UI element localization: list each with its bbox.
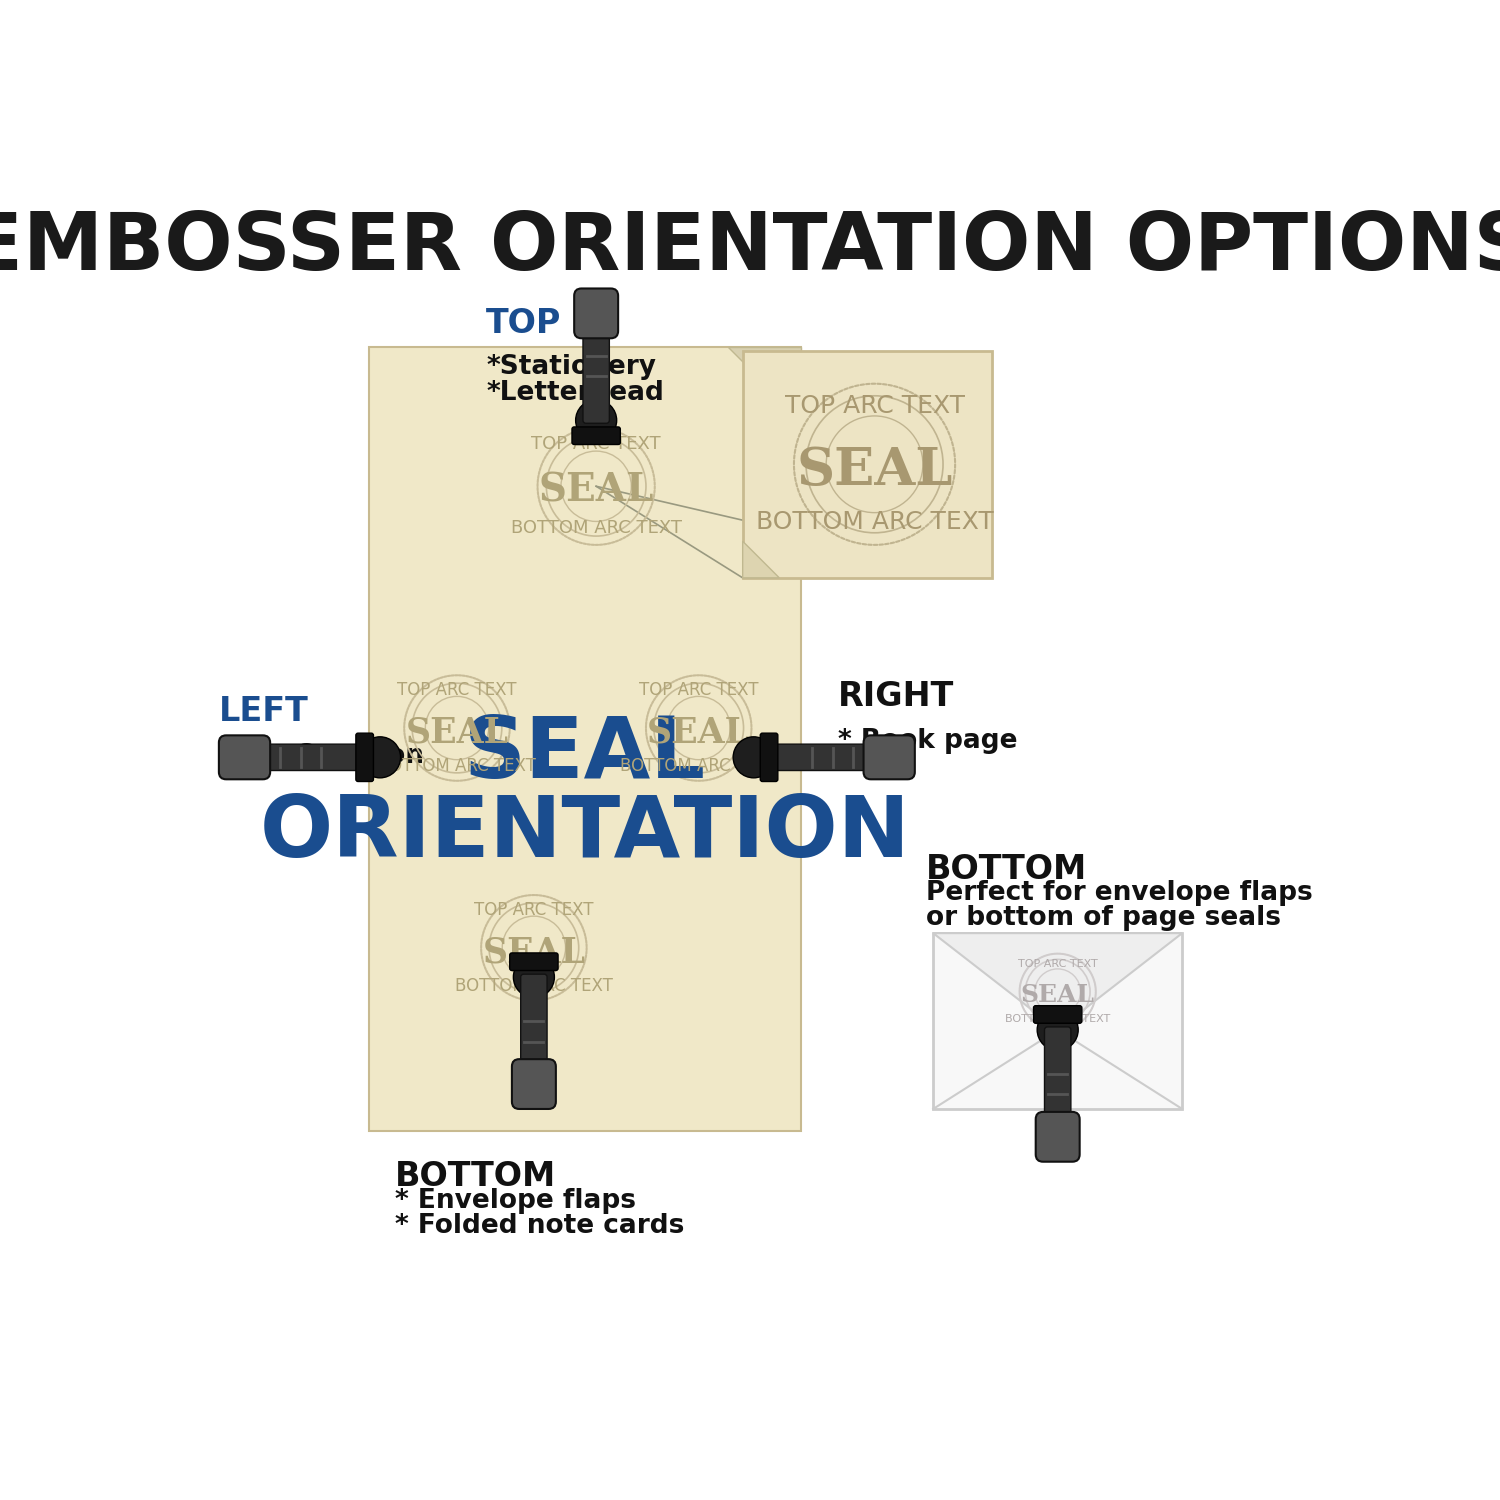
Text: * Envelope flaps: * Envelope flaps xyxy=(394,1188,636,1214)
Circle shape xyxy=(576,400,616,441)
FancyBboxPatch shape xyxy=(864,735,915,780)
FancyBboxPatch shape xyxy=(219,735,270,780)
Text: TOP ARC TEXT: TOP ARC TEXT xyxy=(398,681,516,699)
Text: SEAL: SEAL xyxy=(1020,982,1095,1006)
Text: BOTTOM ARC TEXT: BOTTOM ARC TEXT xyxy=(756,510,993,534)
Text: SEAL: SEAL xyxy=(464,712,706,797)
Text: *Letterhead: *Letterhead xyxy=(486,380,664,406)
Circle shape xyxy=(734,736,774,778)
FancyBboxPatch shape xyxy=(520,974,548,1076)
Text: TOP ARC TEXT: TOP ARC TEXT xyxy=(639,681,759,699)
FancyBboxPatch shape xyxy=(1044,1028,1071,1128)
FancyBboxPatch shape xyxy=(369,346,801,1131)
Text: SEAL: SEAL xyxy=(538,472,654,510)
FancyBboxPatch shape xyxy=(510,952,558,970)
FancyBboxPatch shape xyxy=(356,734,374,782)
FancyBboxPatch shape xyxy=(574,288,618,339)
FancyBboxPatch shape xyxy=(760,734,778,782)
FancyBboxPatch shape xyxy=(256,744,364,771)
FancyBboxPatch shape xyxy=(770,744,877,771)
Circle shape xyxy=(1036,1010,1078,1050)
Text: * Book page: * Book page xyxy=(839,728,1017,754)
Circle shape xyxy=(360,736,401,778)
Text: or bottom of page seals: or bottom of page seals xyxy=(926,906,1281,932)
Text: Perfect for envelope flaps: Perfect for envelope flaps xyxy=(926,880,1312,906)
FancyBboxPatch shape xyxy=(584,322,609,423)
FancyBboxPatch shape xyxy=(933,933,1182,1108)
Text: EMBOSSER ORIENTATION OPTIONS: EMBOSSER ORIENTATION OPTIONS xyxy=(0,209,1500,286)
FancyBboxPatch shape xyxy=(1035,1112,1080,1161)
Text: BOTTOM ARC TEXT: BOTTOM ARC TEXT xyxy=(1005,1014,1110,1025)
Text: TOP: TOP xyxy=(486,308,561,340)
Circle shape xyxy=(513,957,555,998)
Text: SEAL: SEAL xyxy=(483,934,585,969)
FancyBboxPatch shape xyxy=(1034,1005,1082,1023)
Text: RIGHT: RIGHT xyxy=(839,681,954,714)
Text: SEAL: SEAL xyxy=(405,716,508,748)
Text: TOP ARC TEXT: TOP ARC TEXT xyxy=(1019,960,1098,969)
Text: TOP ARC TEXT: TOP ARC TEXT xyxy=(531,435,662,453)
Text: TOP ARC TEXT: TOP ARC TEXT xyxy=(784,394,964,418)
Text: * Folded note cards: * Folded note cards xyxy=(394,1214,684,1239)
Text: SEAL: SEAL xyxy=(796,446,952,497)
Text: *Not Common: *Not Common xyxy=(219,742,424,768)
Text: ORIENTATION: ORIENTATION xyxy=(260,792,910,874)
Text: SEAL: SEAL xyxy=(646,716,750,748)
Text: BOTTOM ARC TEXT: BOTTOM ARC TEXT xyxy=(454,976,614,994)
Polygon shape xyxy=(728,346,801,420)
FancyBboxPatch shape xyxy=(742,351,992,578)
Polygon shape xyxy=(933,933,1182,1030)
Polygon shape xyxy=(742,542,780,578)
Text: TOP ARC TEXT: TOP ARC TEXT xyxy=(474,902,594,920)
Text: LEFT: LEFT xyxy=(219,694,309,728)
Text: BOTTOM ARC TEXT: BOTTOM ARC TEXT xyxy=(510,519,681,537)
Text: *Stationery: *Stationery xyxy=(486,354,657,381)
FancyBboxPatch shape xyxy=(572,427,621,444)
Text: BOTTOM ARC TEXT: BOTTOM ARC TEXT xyxy=(620,758,777,776)
Text: BOTTOM: BOTTOM xyxy=(394,1160,556,1192)
FancyBboxPatch shape xyxy=(512,1059,556,1108)
Text: BOTTOM: BOTTOM xyxy=(926,852,1088,885)
Text: BOTTOM ARC TEXT: BOTTOM ARC TEXT xyxy=(378,758,536,776)
